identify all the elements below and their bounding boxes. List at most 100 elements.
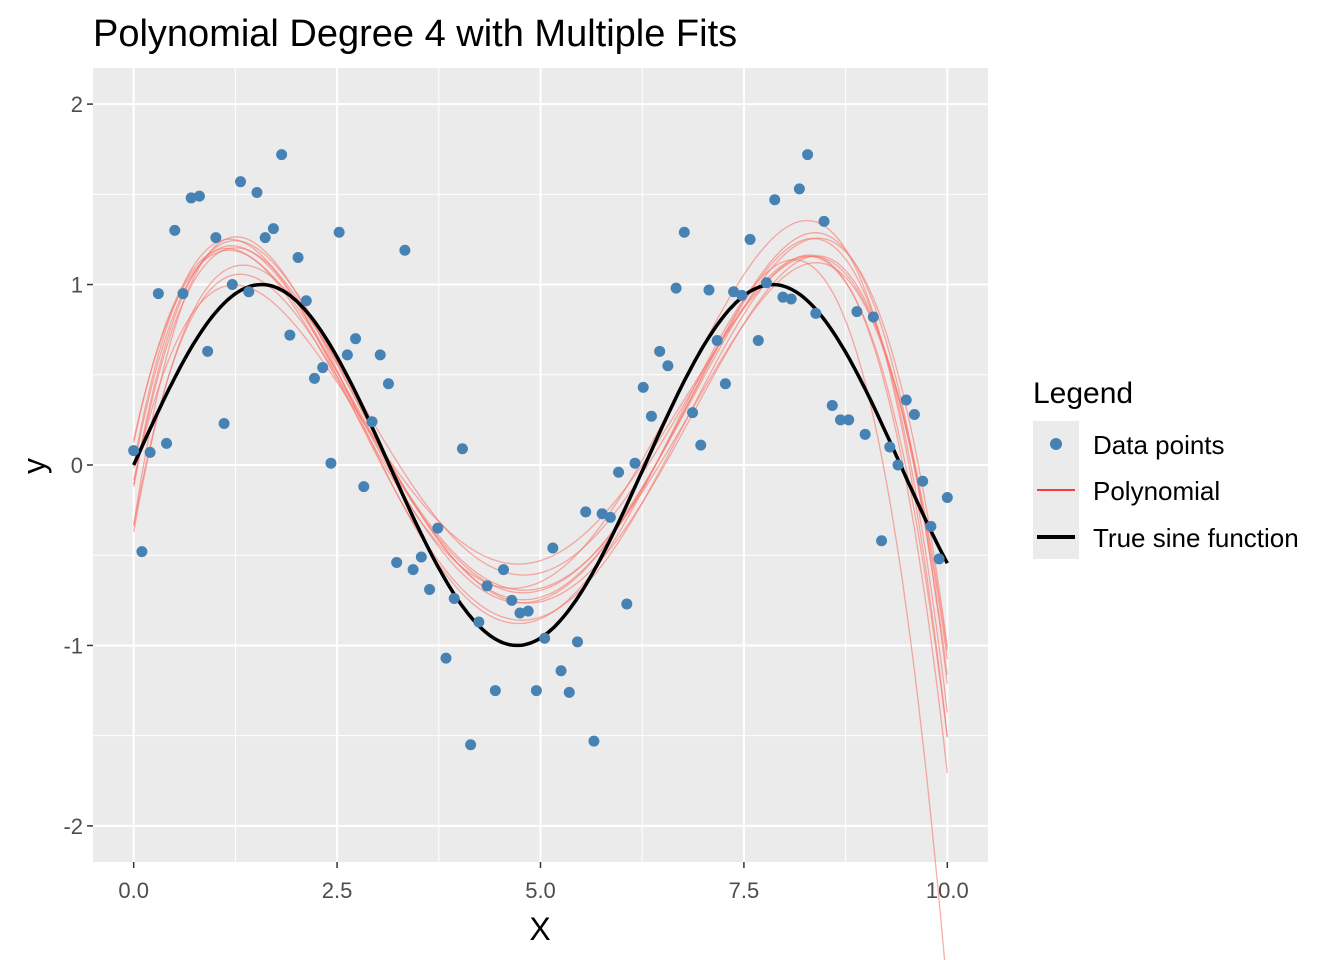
data-point: [637, 381, 649, 393]
data-point: [489, 685, 501, 697]
data-point: [152, 288, 164, 300]
data-point: [465, 739, 477, 751]
data-point: [711, 334, 723, 346]
data-point: [308, 372, 320, 384]
data-point: [514, 607, 526, 619]
data-point: [777, 291, 789, 303]
legend-label-points: Data points: [1093, 430, 1225, 460]
data-point: [613, 466, 625, 478]
legend-label-sine: True sine function: [1093, 523, 1299, 553]
data-point: [908, 408, 920, 420]
data-point: [662, 360, 674, 372]
polynomial-fit-line: [133, 238, 948, 774]
data-point: [251, 187, 263, 199]
data-point: [317, 362, 329, 374]
x-tick-label: 7.5: [729, 878, 760, 903]
data-point: [604, 511, 616, 523]
data-point: [177, 288, 189, 300]
data-point: [834, 414, 846, 426]
polynomial-fit-line: [133, 237, 948, 713]
data-point: [744, 233, 756, 245]
data-point: [670, 282, 682, 294]
data-point: [530, 685, 542, 697]
data-point: [161, 437, 173, 449]
data-point: [580, 506, 592, 518]
data-point: [415, 551, 427, 563]
data-point: [325, 457, 337, 469]
data-point: [555, 665, 567, 677]
data-point: [892, 459, 904, 471]
data-point: [719, 378, 731, 390]
data-point: [851, 306, 863, 318]
y-tick-label: 2: [71, 92, 83, 117]
data-point: [424, 584, 436, 596]
data-point: [793, 183, 805, 195]
chart-title: Polynomial Degree 4 with Multiple Fits: [93, 13, 737, 55]
x-tick-label: 10.0: [926, 878, 969, 903]
data-point: [226, 279, 238, 291]
data-point: [687, 407, 699, 419]
data-point: [341, 349, 353, 361]
data-point: [596, 508, 608, 520]
data-point: [432, 522, 444, 534]
polynomial-fits: [133, 219, 948, 960]
data-point: [235, 176, 247, 188]
x-tick-label: 2.5: [322, 878, 353, 903]
data-point: [350, 333, 362, 345]
data-point: [202, 345, 214, 357]
data-point: [456, 443, 468, 455]
data-point: [243, 286, 255, 298]
data-point: [128, 445, 140, 457]
legend: Legend Data points Polynomial True sine …: [1033, 377, 1299, 559]
data-point: [867, 311, 879, 323]
data-point: [218, 417, 230, 429]
data-point: [728, 286, 740, 298]
data-point: [941, 491, 953, 503]
polynomial-fit-line: [133, 236, 946, 960]
x-tick-label: 5.0: [525, 878, 556, 903]
x-axis: 0.0 2.5 5.0 7.5 10.0: [118, 862, 969, 903]
legend-title: Legend: [1033, 377, 1133, 410]
data-point: [752, 334, 764, 346]
data-point: [391, 556, 403, 568]
data-point: [876, 535, 888, 547]
data-point: [522, 605, 534, 617]
data-points: [128, 149, 953, 751]
data-point: [695, 439, 707, 451]
data-point: [818, 215, 830, 227]
data-point: [259, 232, 271, 244]
x-tick-label: 0.0: [118, 878, 149, 903]
y-tick-label: 1: [71, 273, 83, 298]
polynomial-fit-line: [133, 249, 948, 660]
data-point: [645, 410, 657, 422]
polynomial-fit-line: [133, 232, 948, 684]
data-point: [498, 564, 510, 576]
polynomial-fit-line: [133, 255, 948, 738]
legend-key-points: [1050, 438, 1062, 450]
data-point: [761, 277, 773, 289]
y-tick-label: 0: [71, 453, 83, 478]
data-point: [267, 223, 279, 235]
data-point: [785, 293, 797, 305]
data-point: [169, 224, 181, 236]
data-point: [284, 329, 296, 341]
data-point: [563, 686, 575, 698]
data-point: [399, 244, 411, 256]
data-point: [736, 289, 748, 301]
legend-label-polynomial: Polynomial: [1093, 476, 1220, 506]
data-point: [810, 307, 822, 319]
data-point: [588, 735, 600, 747]
data-point: [884, 441, 896, 453]
data-point: [933, 553, 945, 565]
data-point: [703, 284, 715, 296]
data-point: [925, 520, 937, 532]
data-point: [826, 399, 838, 411]
data-point: [571, 636, 583, 648]
data-point: [621, 598, 633, 610]
data-point: [333, 226, 345, 238]
data-point: [917, 475, 929, 487]
data-point: [769, 194, 781, 206]
data-point: [859, 428, 871, 440]
y-axis-title: y: [16, 458, 52, 474]
data-point: [843, 414, 855, 426]
